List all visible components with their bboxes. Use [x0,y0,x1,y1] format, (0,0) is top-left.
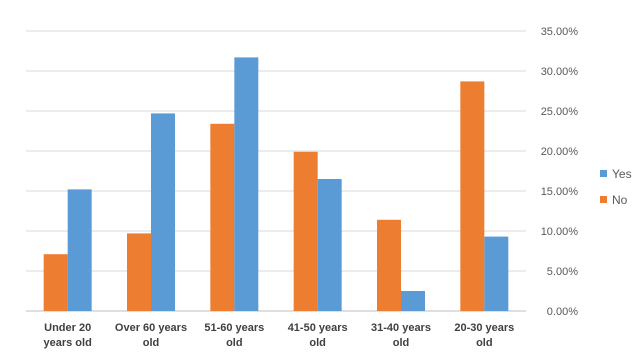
x-category-label: Over 60 years old [115,322,187,349]
bar-yes [484,237,508,311]
bar-yes [151,113,175,311]
bar-no [127,233,151,311]
bar-no [44,254,68,311]
bar-yes [68,189,92,311]
x-category-label: 51-60 years old [204,322,264,349]
legend-label-no: No [612,193,628,207]
x-category-label: 20-30 years old [454,322,514,349]
bar-no [377,220,401,311]
y-tick-label: 35.00% [541,26,579,38]
x-axis-categories: Under 20 years old Over 60 years old 51-60 y… [44,322,515,349]
bar-yes [318,179,342,311]
y-axis-ticks: 0.00% 5.00% 10.00% 15.00% 20.00% 25.00% 30.00%… [541,26,579,318]
legend-label-yes: Yes [612,167,632,181]
y-tick-label: 10.00% [541,226,579,238]
y-tick-label: 5.00% [547,266,578,278]
legend: Yes No [600,167,632,207]
bar-no [210,124,234,311]
y-tick-label: 0.00% [547,306,578,318]
x-category-label: 31-40 years old [371,322,431,349]
bar-no [460,81,484,311]
bars [44,57,509,311]
x-category-label: Under 20 years old [44,322,92,349]
bar-no [294,152,318,311]
bar-yes [234,57,258,311]
y-tick-label: 25.00% [541,106,579,118]
bar-yes [401,291,425,311]
x-category-label: 41-50 years old [288,322,348,349]
y-tick-label: 30.00% [541,66,579,78]
gridlines [26,31,526,311]
legend-swatch-no [600,196,607,203]
y-tick-label: 15.00% [541,186,579,198]
legend-swatch-yes [600,170,607,177]
y-tick-label: 20.00% [541,146,579,158]
